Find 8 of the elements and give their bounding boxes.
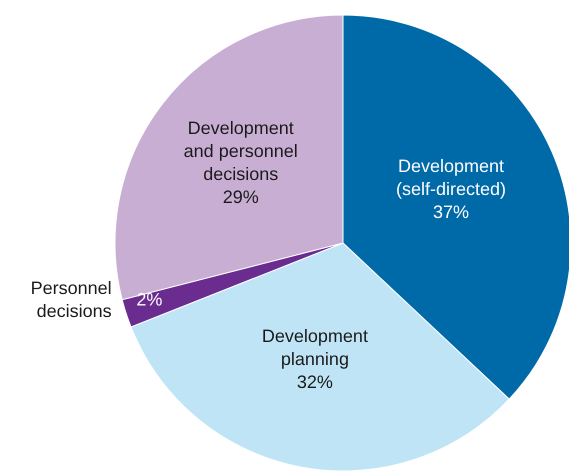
data-label: 32% bbox=[296, 372, 333, 392]
slice-label: Development and personnel decisions bbox=[184, 118, 298, 184]
slice-label: Development (self-directed) bbox=[396, 156, 506, 200]
slice-label: Personnel decisions bbox=[30, 278, 112, 321]
data-label: 37% bbox=[432, 202, 470, 222]
data-label: 29% bbox=[222, 187, 259, 208]
slice-label: Development planning bbox=[262, 326, 368, 369]
data-label: 2% bbox=[136, 289, 162, 310]
